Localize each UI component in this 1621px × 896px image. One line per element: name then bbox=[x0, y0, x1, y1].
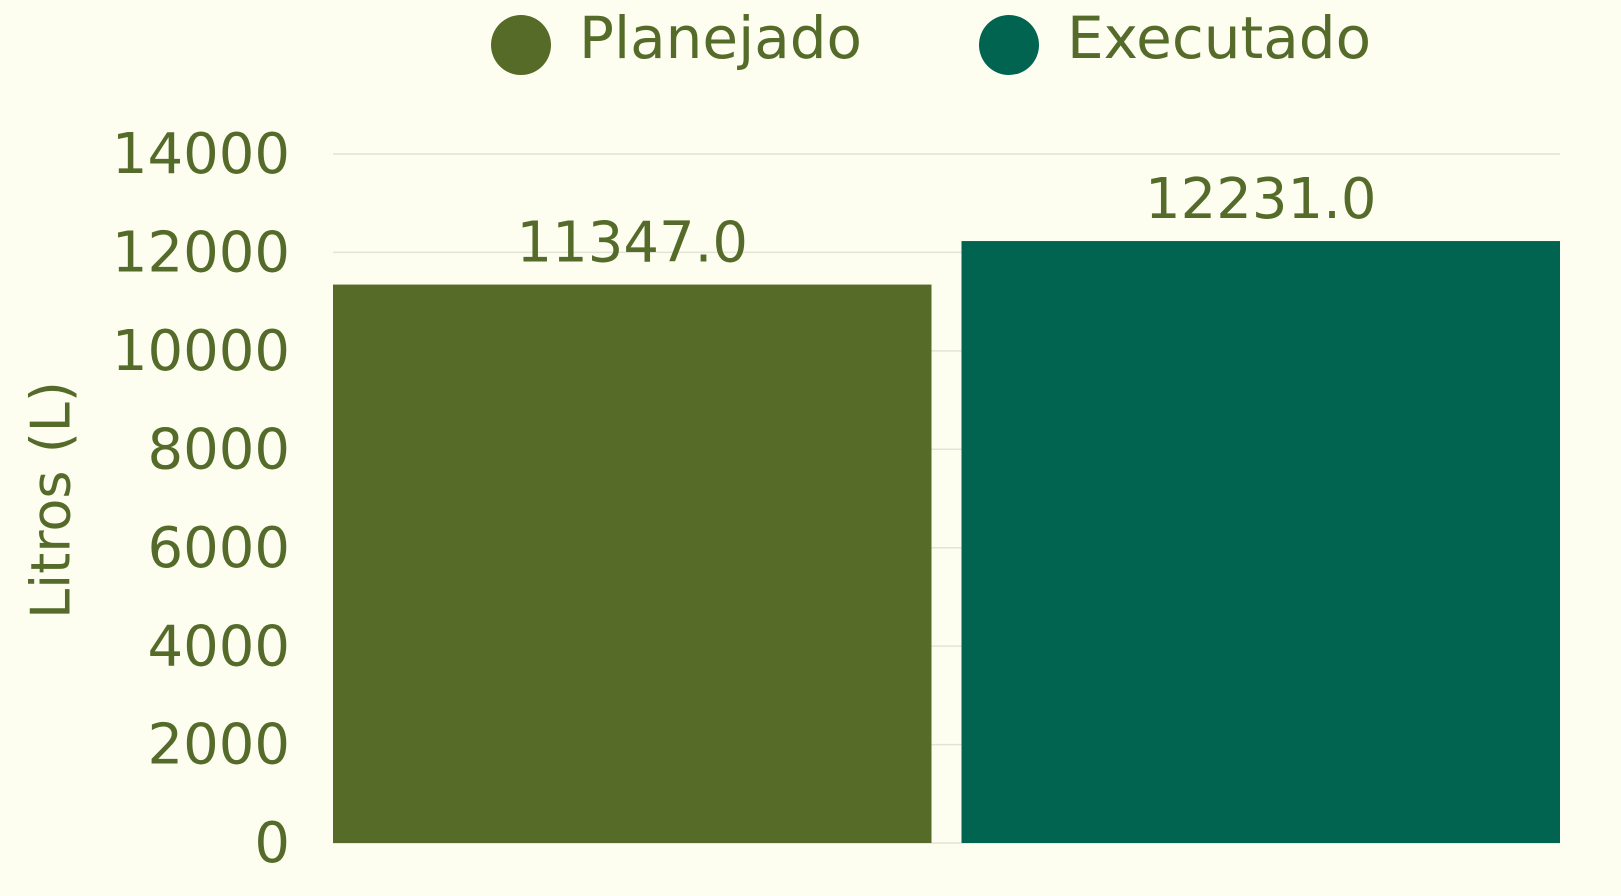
legend-label: Executado bbox=[1067, 4, 1371, 72]
bar bbox=[333, 284, 932, 843]
y-axis-label: Litros (L) bbox=[20, 381, 83, 619]
legend-label: Planejado bbox=[579, 4, 862, 72]
y-tick-label: 8000 bbox=[147, 417, 290, 482]
legend-marker bbox=[491, 15, 551, 75]
value-label: 11347.0 bbox=[516, 211, 748, 276]
y-tick-label: 0 bbox=[254, 811, 290, 876]
legend-marker bbox=[979, 15, 1039, 75]
y-tick-label: 14000 bbox=[112, 122, 290, 187]
y-tick-label: 10000 bbox=[112, 319, 290, 384]
value-label: 12231.0 bbox=[1145, 167, 1377, 232]
y-tick-label: 12000 bbox=[112, 221, 290, 286]
bar bbox=[961, 241, 1560, 844]
y-tick-label: 6000 bbox=[147, 516, 290, 581]
y-tick-label: 2000 bbox=[147, 713, 290, 778]
y-tick-label: 4000 bbox=[147, 614, 290, 679]
